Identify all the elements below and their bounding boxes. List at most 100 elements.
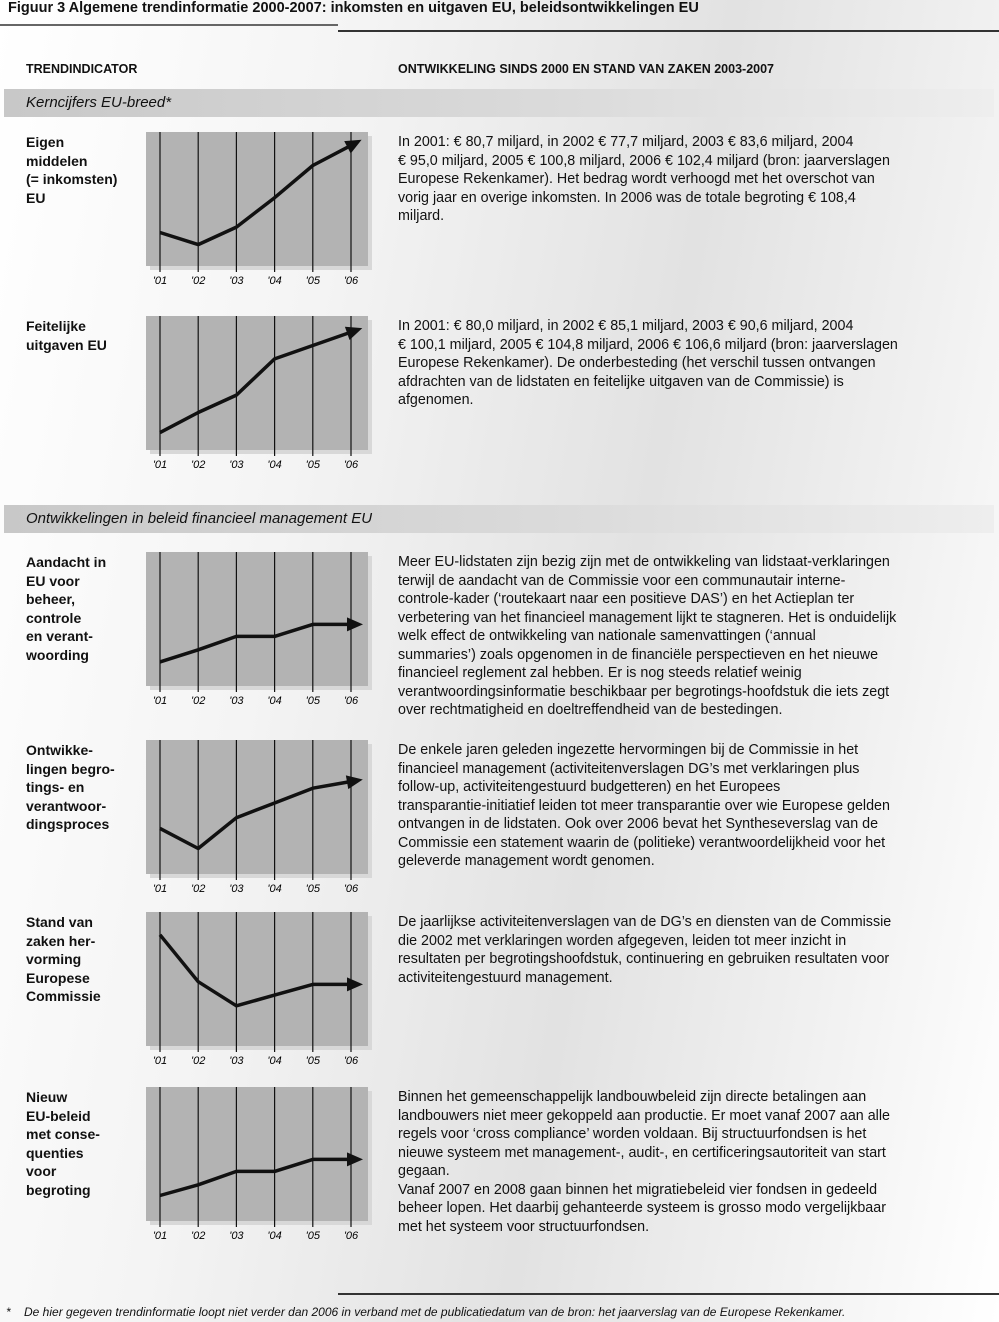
rule	[0, 24, 338, 26]
x-tick-label: '05	[306, 275, 321, 287]
label-line: controle	[26, 609, 82, 626]
text-line: De enkele jaren geleden ingezette hervor…	[398, 742, 859, 758]
x-tick-label: '01	[153, 275, 167, 287]
section-title: Kerncijfers EU-breed*	[26, 94, 172, 111]
trend-chart: '01 '02 '03 '04 '05 '06	[146, 1087, 372, 1242]
trend-chart: '01 '02 '03 '04 '05 '06	[146, 316, 372, 471]
description: De jaarlijkse activiteitenverslagen van …	[398, 913, 891, 987]
description: Binnen het gemeenschappelijk landbouwbel…	[398, 1088, 890, 1236]
trend-line	[159, 622, 351, 664]
x-tick-label: '06	[344, 275, 359, 287]
text-line: ontvangen in de lidstaten. Ook over 2006…	[398, 816, 879, 832]
text-line: miljard.	[398, 208, 445, 224]
x-tick-label: '02	[191, 883, 205, 895]
x-tick-label: '01	[153, 1055, 167, 1067]
arrow-head	[344, 326, 363, 341]
footnote-marker: *	[6, 1305, 11, 1319]
label-line: met conse-	[26, 1126, 100, 1142]
trend-line	[159, 330, 352, 435]
text-line: In 2001: € 80,7 miljard, in 2002 € 77,7 …	[398, 134, 854, 150]
label-line: vorming	[26, 951, 82, 967]
arrow-head	[347, 617, 363, 632]
x-tick-label: '02	[191, 275, 205, 287]
arrow-head	[345, 775, 363, 790]
x-tick-label: '02	[191, 695, 205, 707]
indicator-label: Eigen middelen (= inkomsten) EU	[26, 133, 117, 207]
x-tick-label: '02	[191, 1055, 205, 1067]
label-line: Stand van	[26, 914, 93, 930]
section-title: Ontwikkelingen in beleid financieel mana…	[26, 510, 373, 527]
column-header: ONTWIKKELING SINDS 2000 EN STAND VAN ZAK…	[398, 62, 775, 76]
text-line: verantwoordingsinformatie beschikbaar pe…	[398, 683, 890, 700]
trend-chart: '01 '02 '03 '04 '05 '06	[146, 740, 372, 895]
text-line: verbetering van het financieel managemen…	[398, 609, 897, 626]
label-line: tings- en	[26, 779, 85, 795]
section-bar: Ontwikkelingen in beleid financieel mana…	[4, 505, 994, 533]
label-line: Feitelijke	[26, 318, 86, 334]
text-line: afdrachten van de lidstaten en feitelijk…	[398, 373, 844, 390]
x-tick-label: '06	[344, 695, 359, 707]
x-tick-label: '04	[267, 695, 281, 707]
label-line: beheer,	[26, 591, 76, 607]
text-line: summaries’) zoals opgenomen in de financ…	[398, 646, 879, 663]
trend-chart: '01 '02 '03 '04 '05 '06	[146, 132, 372, 287]
x-tick-label: '01	[153, 459, 167, 471]
chart-area	[146, 552, 368, 686]
indicator-label: Stand van zaken her-vorming Europese Commis…	[26, 913, 101, 1006]
text-line: vorig jaar en overige inkomsten. In 2006…	[398, 189, 856, 206]
trend-line	[158, 933, 351, 1008]
text-line: resultaten per begrotingshoofdstuk, cont…	[398, 951, 890, 967]
label-line: Europese	[26, 969, 90, 986]
x-tick-label: '04	[267, 883, 281, 895]
arrow-head	[347, 977, 363, 992]
x-tick-label: '02	[191, 459, 205, 471]
text-line: Europese Rekenkamer). De onderbesteding …	[398, 355, 876, 371]
text-line: welk effect de ontwikkeling van national…	[398, 628, 816, 644]
label-line: (= inkomsten)	[26, 171, 118, 187]
x-tick-label: '06	[344, 1055, 359, 1067]
x-tick-label: '05	[306, 1055, 321, 1067]
rule	[338, 1293, 999, 1295]
text-line: terwijl de aandacht van de Commissie voo…	[398, 572, 846, 589]
text-line: beheer lopen. Het daarbij gehanteerde sy…	[398, 1200, 886, 1216]
label-line: dingsproces	[26, 816, 110, 832]
x-tick-label: '04	[267, 275, 281, 287]
text-line: financieel reglement zal hebben. Er is n…	[398, 665, 802, 681]
rule	[338, 30, 999, 32]
text-line: controle-kader (‘routekaart naar een pos…	[398, 591, 855, 607]
x-tick-label: '04	[267, 459, 281, 471]
text-line: nieuwe systeem met management-, audit-, …	[398, 1144, 886, 1161]
description: In 2001: € 80,7 miljard, in 2002 € 77,7 …	[398, 133, 890, 226]
label-line: zaken her-	[26, 932, 96, 949]
description: Meer EU-lidstaten zijn bezig zijn met de…	[398, 553, 896, 720]
label-line: woording	[26, 646, 89, 663]
text-line: € 95,0 miljard, 2005 € 100,8 miljard, 20…	[398, 152, 890, 169]
label-line: uitgaven EU	[26, 336, 107, 353]
x-tick-label: '06	[344, 883, 359, 895]
x-tick-label: '01	[153, 1230, 167, 1242]
text-line: transparantie-initiatief leiden tot meer…	[398, 797, 890, 814]
x-tick-label: '04	[267, 1230, 281, 1242]
label-line: Eigen	[26, 134, 65, 150]
text-line: met het systeem voor structuurfondsen.	[398, 1218, 650, 1235]
x-tick-label: '05	[306, 459, 321, 471]
chart-area	[146, 740, 368, 874]
text-line: Vanaf 2007 en 2008 gaan binnen het migra…	[398, 1181, 878, 1198]
x-tick-label: '06	[344, 459, 359, 471]
x-tick-label: '02	[191, 1230, 205, 1242]
trend-line	[159, 779, 352, 851]
x-tick-label: '05	[306, 1230, 321, 1242]
text-line: In 2001: € 80,0 miljard, in 2002 € 85,1 …	[398, 318, 854, 334]
indicator-label: Ontwikke-lingen begro-tings- en verantwoo…	[26, 741, 115, 834]
text-line: die 2002 met verklaringen worden afgegev…	[398, 932, 847, 949]
text-line: Meer EU-lidstaten zijn bezig zijn met de…	[398, 554, 890, 570]
footnote: De hier gegeven trendinformatie loopt ni…	[24, 1305, 846, 1319]
indicator-label: Feitelijke uitgaven EU	[26, 317, 107, 354]
label-line: verantwoor-	[26, 797, 107, 814]
description: In 2001: € 80,0 miljard, in 2002 € 85,1 …	[398, 317, 898, 410]
x-tick-label: '03	[229, 695, 244, 707]
label-line: Nieuw	[26, 1089, 68, 1105]
text-line: follow-up, activiteitengestuurd budgette…	[398, 779, 781, 795]
x-tick-label: '05	[306, 883, 321, 895]
